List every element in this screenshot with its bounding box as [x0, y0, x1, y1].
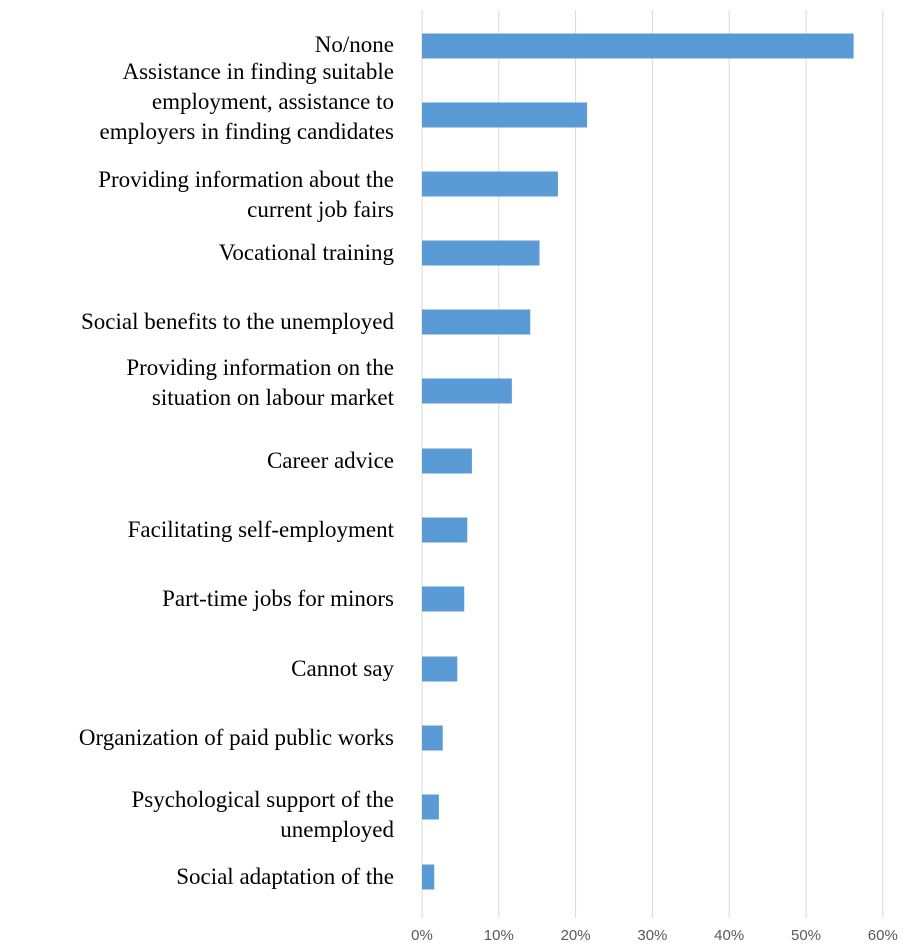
bar — [422, 725, 443, 751]
bar — [422, 240, 540, 266]
category-label: Facilitating self-employment — [127, 517, 394, 542]
bar — [422, 864, 435, 890]
x-tick-label: 20% — [561, 927, 591, 944]
category-label: Organization of paid public works — [78, 725, 394, 750]
bar — [422, 794, 439, 820]
x-tick-label: 50% — [791, 927, 821, 944]
category-label: Vocational training — [218, 240, 394, 265]
category-label: Social benefits to the unemployed — [81, 309, 394, 334]
x-tick-label: 30% — [637, 927, 667, 944]
x-tick-label: 60% — [868, 927, 898, 944]
bar — [422, 586, 465, 612]
bar — [422, 517, 468, 543]
category-label: Assistance in finding suitable employmen… — [99, 59, 394, 144]
bar — [422, 171, 558, 197]
category-label: No/none — [314, 32, 394, 57]
x-tick-label: 0% — [411, 927, 433, 944]
bar — [422, 656, 458, 682]
bar — [422, 378, 512, 404]
bar — [422, 309, 531, 335]
category-label: Social adaptation of the — [176, 864, 394, 889]
category-label: Providing information about the current … — [98, 167, 394, 222]
category-label: Part-time jobs for minors — [162, 586, 394, 611]
category-label: Cannot say — [291, 656, 394, 681]
x-tick-label: 40% — [714, 927, 744, 944]
category-label: Providing information on the situation o… — [126, 355, 394, 410]
bar — [422, 102, 588, 128]
bar — [422, 33, 854, 59]
category-label: Psychological support of the unemployed — [131, 787, 394, 842]
x-tick-label: 10% — [484, 927, 514, 944]
category-label: Career advice — [266, 448, 394, 473]
bar — [422, 448, 472, 474]
